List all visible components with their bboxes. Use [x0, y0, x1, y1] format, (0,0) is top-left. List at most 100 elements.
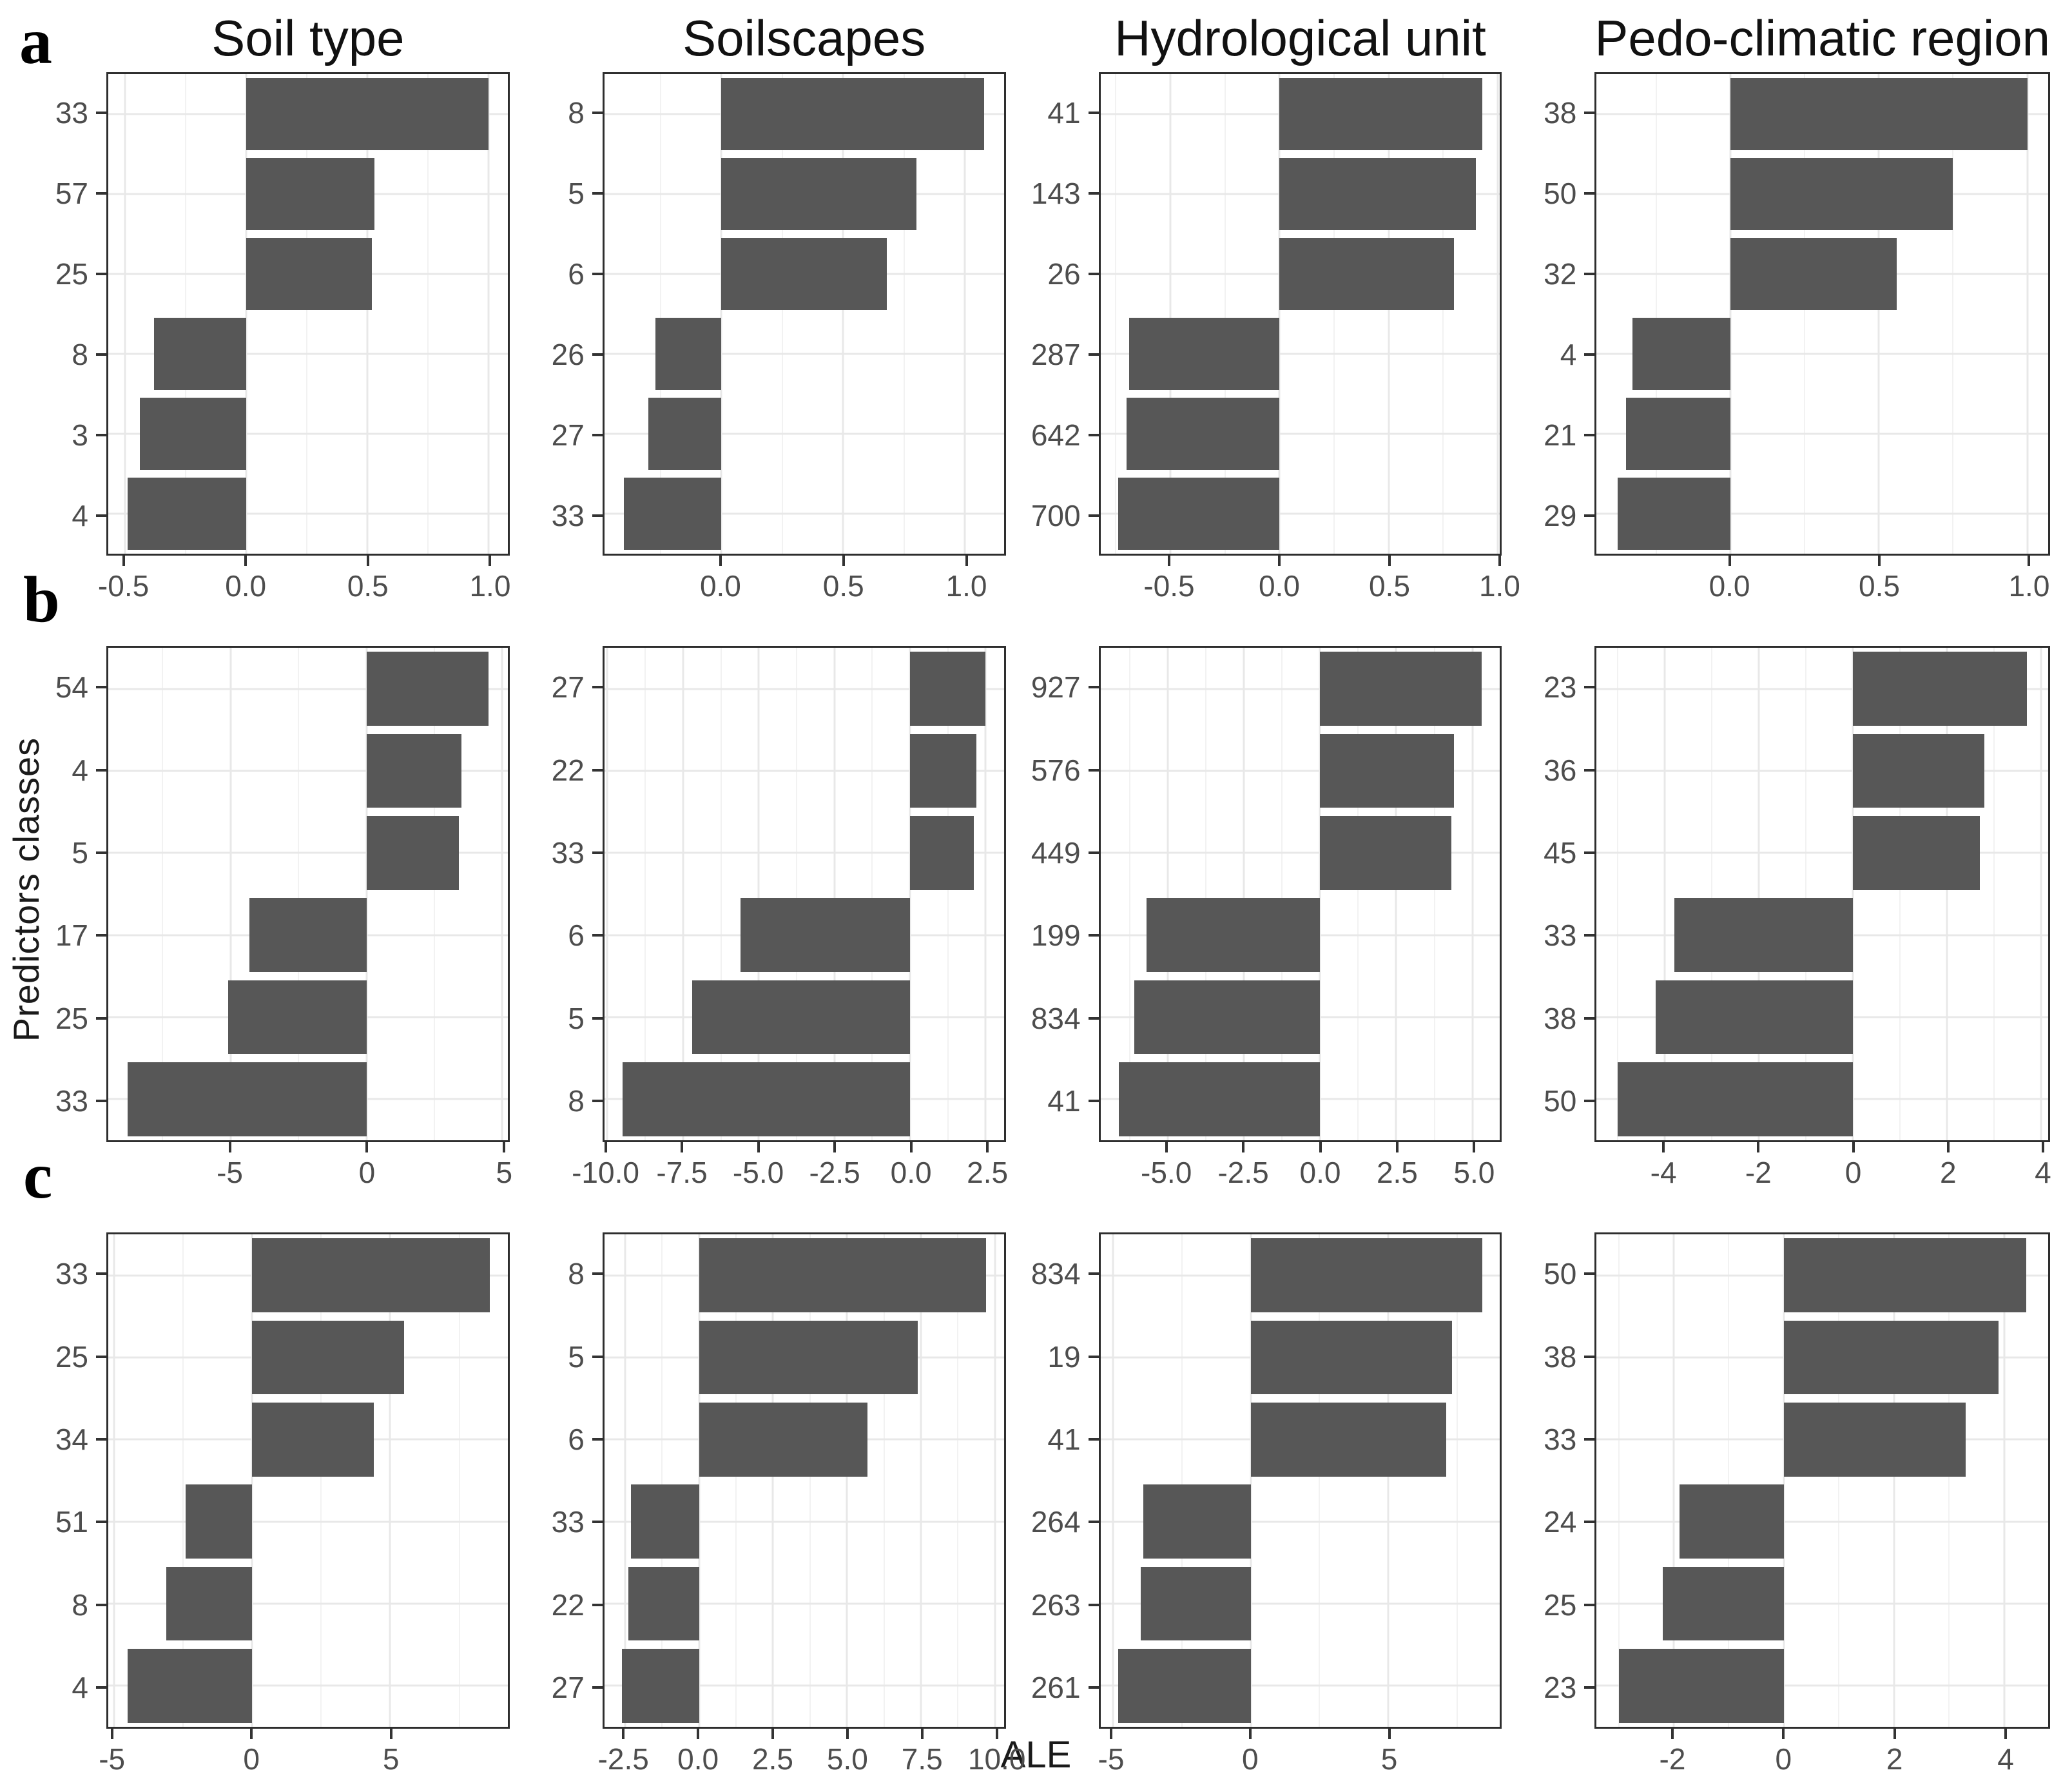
- gridline-major-v: [1112, 1234, 1114, 1727]
- bar-category-8: [721, 78, 985, 150]
- y-tick: [96, 1016, 106, 1020]
- column-title-strip: Hydrological unit: [1028, 0, 1524, 72]
- gridline-major-v: [501, 648, 503, 1140]
- y-tick-label: 6: [568, 919, 585, 953]
- x-tick-label: 0.0: [677, 1742, 719, 1776]
- gridline-major-h: [604, 433, 1004, 435]
- gridline-major-h: [604, 1684, 1004, 1687]
- y-tick: [592, 272, 603, 275]
- gridline-minor-v: [1357, 648, 1359, 1140]
- y-tick-label: 27: [551, 670, 585, 705]
- y-tick: [96, 768, 106, 772]
- x-tick: [986, 1142, 989, 1152]
- y-tick: [592, 514, 603, 517]
- y-tick: [1584, 514, 1595, 517]
- x-tick: [995, 1729, 998, 1739]
- bar-category-263: [1140, 1566, 1251, 1641]
- bar-category-33: [624, 478, 722, 550]
- gridline-minor-v: [182, 1234, 184, 1727]
- bar-category-24: [1679, 1484, 1784, 1559]
- gridline-major-v: [1496, 74, 1499, 554]
- gridline-major-v: [1783, 1234, 1785, 1727]
- panel-content: 54 4 5 17 25 33 -5 0 5: [35, 646, 532, 1192]
- panel-b-soilscapes: 27 22 33 6 5 8 -10.0 -7.5 -5.0 -2.5 0.0 2.5: [532, 606, 1028, 1192]
- gridline-minor-v: [1617, 648, 1619, 1140]
- panel-content: 8 5 6 26 27 33 0.0 0.5 1.0: [532, 72, 1028, 606]
- y-tick: [1088, 1099, 1099, 1102]
- x-tick-label: 5.0: [1453, 1156, 1495, 1189]
- y-tick: [592, 1437, 603, 1441]
- gridline-major-v: [771, 1234, 774, 1727]
- gridline-minor-v: [947, 648, 949, 1140]
- x-tick: [1388, 1729, 1391, 1739]
- plot-area: [602, 646, 1006, 1142]
- gridline-minor-v: [1442, 74, 1444, 554]
- row-spacer: [1524, 606, 2072, 646]
- x-tick: [1167, 556, 1170, 566]
- gridline-major-h: [108, 1602, 508, 1605]
- gridline-minor-v: [903, 74, 905, 554]
- gridline-major-v: [757, 648, 760, 1140]
- y-axis-labels: 50 38 33 24 25 23: [1524, 1232, 1595, 1729]
- gridline-major-h: [108, 851, 508, 854]
- y-tick: [1584, 433, 1595, 436]
- x-tick: [1165, 1142, 1168, 1152]
- x-tick-label: 0: [243, 1742, 260, 1776]
- gridline-minor-v: [1457, 1234, 1458, 1727]
- gridline-major-h: [1100, 1602, 1500, 1605]
- y-tick-label: 4: [72, 498, 88, 532]
- gridline-major-h: [604, 688, 1004, 690]
- plot-column: -5 0 5: [106, 646, 512, 1192]
- x-tick: [1319, 1142, 1322, 1152]
- gridline-minor-v: [162, 648, 164, 1140]
- y-tick: [1088, 1686, 1099, 1689]
- y-tick-label: 199: [1031, 919, 1081, 953]
- gridline-major-v: [245, 74, 247, 554]
- y-tick-label: 51: [55, 1505, 88, 1539]
- gridline-major-h: [1596, 770, 2048, 772]
- gridline-major-h: [108, 512, 508, 515]
- y-tick: [1584, 111, 1595, 114]
- bar-category-22: [910, 734, 977, 808]
- column-title-soil-type: Soil type: [211, 10, 405, 66]
- y-tick-label: 41: [1047, 1084, 1081, 1118]
- x-tick-label: 4: [2035, 1156, 2051, 1189]
- y-tick: [96, 1521, 106, 1524]
- x-tick: [1782, 1729, 1785, 1739]
- column-title-strip: Soil type: [35, 0, 532, 72]
- gridline-minor-v: [1281, 648, 1283, 1140]
- bar-category-8: [622, 1062, 910, 1136]
- y-tick-label: 264: [1031, 1505, 1081, 1539]
- row-spacer: [532, 606, 1028, 646]
- gridline-major-v: [1319, 648, 1321, 1140]
- y-axis-labels: 927 576 449 199 834 41: [1028, 646, 1099, 1142]
- gridline-major-h: [604, 512, 1004, 515]
- bar-category-57: [246, 158, 375, 230]
- gridline-minor-v: [306, 74, 307, 554]
- gridline-minor-v: [1711, 648, 1713, 1140]
- y-axis-labels: 8 5 6 33 22 27: [532, 1232, 603, 1729]
- gridline-major-h: [1596, 353, 2048, 355]
- gridline-minor-v: [644, 648, 646, 1140]
- gridline-minor-v: [1952, 74, 1954, 554]
- panel-b-pedo-climatic-region: 23 36 45 33 38 50 -4 -2 0 2 4: [1524, 606, 2072, 1192]
- gridline-major-v: [833, 648, 836, 1140]
- x-axis-ticks: -4 -2 0 2 4: [1594, 1142, 2051, 1192]
- y-axis-labels: 38 50 32 4 21 29: [1524, 72, 1595, 556]
- bar-category-41: [1250, 1403, 1446, 1477]
- bar-category-5: [366, 816, 459, 890]
- x-tick: [622, 1729, 625, 1739]
- gridline-minor-v: [957, 1234, 959, 1727]
- gridline-major-v: [124, 74, 126, 554]
- x-tick-label: -2.5: [809, 1156, 860, 1189]
- y-tick: [96, 851, 106, 854]
- column-title-strip: Pedo-climatic region: [1524, 0, 2072, 72]
- y-tick: [1584, 851, 1595, 854]
- x-tick-label: 0.5: [822, 569, 864, 603]
- y-tick-label: 23: [1544, 1670, 1577, 1704]
- x-tick: [244, 556, 247, 566]
- bar-category-32: [1730, 238, 1897, 310]
- x-tick-label: 0: [1844, 1156, 1862, 1189]
- bar-category-33: [1674, 898, 1854, 972]
- x-tick: [1728, 556, 1731, 566]
